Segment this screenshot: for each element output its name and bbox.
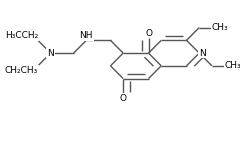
Text: CH₂CH₃: CH₂CH₃ — [5, 66, 38, 75]
Text: NH: NH — [79, 31, 93, 40]
Text: O: O — [145, 28, 152, 37]
Text: H₃CCH₂: H₃CCH₂ — [5, 31, 38, 40]
Text: O: O — [120, 94, 127, 103]
Text: CH₃: CH₃ — [212, 23, 229, 32]
Text: N: N — [199, 49, 206, 58]
Text: N: N — [47, 49, 54, 58]
Text: CH₃: CH₃ — [225, 61, 241, 70]
